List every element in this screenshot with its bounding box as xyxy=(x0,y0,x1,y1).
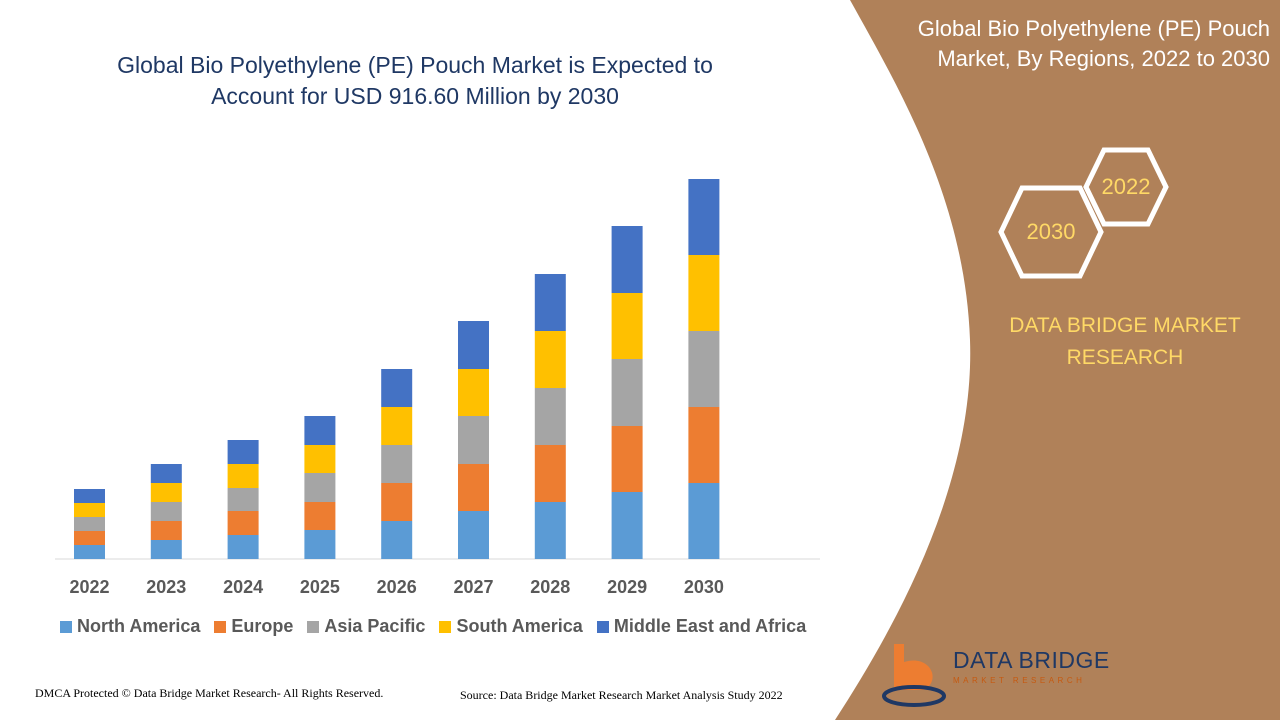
bar-segment-2027-asia-pacific xyxy=(458,416,489,464)
bar-segment-2030-europe xyxy=(688,407,720,483)
bar-segment-2023-middle-east-and-africa xyxy=(150,464,182,483)
x-tick-label: 2022 xyxy=(69,577,109,597)
legend-label: Asia Pacific xyxy=(324,616,426,636)
chart-title: Global Bio Polyethylene (PE) Pouch Marke… xyxy=(60,50,770,112)
bar-segment-2026-europe xyxy=(381,483,413,521)
bar-segment-2022-north-america xyxy=(74,545,105,559)
bar-segment-2028-south-america xyxy=(534,331,566,388)
bar-segment-2027-middle-east-and-africa xyxy=(458,321,489,369)
bar-segment-2022-europe xyxy=(74,531,105,545)
bar-segment-2029-asia-pacific xyxy=(611,359,643,426)
bars-group xyxy=(74,179,720,559)
bar-segment-2030-asia-pacific xyxy=(688,331,720,407)
bar-segment-2029-south-america xyxy=(611,293,643,359)
legend-label: North America xyxy=(77,616,201,636)
x-tick-label: 2025 xyxy=(300,577,340,597)
side-panel-title-line1: Global Bio Polyethylene (PE) Pouch xyxy=(917,16,1270,41)
x-tick-label: 2029 xyxy=(607,577,647,597)
bar-segment-2026-middle-east-and-africa xyxy=(381,369,413,407)
legend-swatch xyxy=(214,620,227,633)
bar-segment-2022-middle-east-and-africa xyxy=(74,489,105,503)
bar-segment-2028-europe xyxy=(534,445,566,502)
copyright-text: DMCA Protected © Data Bridge Market Rese… xyxy=(35,686,384,700)
legend-swatch xyxy=(307,620,320,633)
legend-item-asia-pacific: Asia Pacific xyxy=(307,616,425,637)
legend: North America Europe Asia Pacific South … xyxy=(60,616,806,637)
logo-name: DATA BRIDGE xyxy=(953,647,1110,673)
legend-swatch xyxy=(596,620,609,633)
logo-tagline: MARKET RESEARCH xyxy=(953,676,1086,685)
bar-segment-2026-asia-pacific xyxy=(381,445,413,483)
bar-segment-2025-asia-pacific xyxy=(304,473,336,502)
bar-segment-2026-south-america xyxy=(381,407,413,445)
bar-segment-2025-europe xyxy=(304,502,336,530)
bar-segment-2028-asia-pacific xyxy=(534,388,566,445)
bar-segment-2022-asia-pacific xyxy=(74,517,105,531)
bar-segment-2024-europe xyxy=(227,511,259,535)
side-panel-title-line2: Market, By Regions, 2022 to 2030 xyxy=(937,46,1270,71)
hex-label-start: 2022 xyxy=(1101,174,1151,199)
x-tick-label: 2028 xyxy=(530,577,570,597)
bar-segment-2028-middle-east-and-africa xyxy=(534,274,566,331)
bar-segment-2026-north-america xyxy=(381,521,413,559)
bar-segment-2029-middle-east-and-africa xyxy=(611,226,643,293)
bar-segment-2029-europe xyxy=(611,426,643,492)
bar-segment-2025-south-america xyxy=(304,445,336,473)
bar-segment-2023-asia-pacific xyxy=(150,502,182,521)
brand-text-line1: DATA BRIDGE MARKET xyxy=(1009,314,1241,337)
legend-swatch xyxy=(60,620,72,633)
hexagon-2022-icon xyxy=(1083,147,1169,227)
bar-segment-2028-north-america xyxy=(534,502,566,559)
bar-segment-2024-south-america xyxy=(227,464,259,488)
bar-segment-2022-south-america xyxy=(74,503,105,517)
legend-swatch xyxy=(439,620,452,633)
bar-segment-2023-south-america xyxy=(150,483,182,502)
legend-item-south-america: South America xyxy=(439,616,583,637)
legend-item-middle-east-africa: Middle East and Africa xyxy=(596,616,807,637)
x-tick-label: 2023 xyxy=(146,577,186,597)
brand-text-line2: RESEARCH xyxy=(1066,346,1184,369)
side-panel-title: Global Bio Polyethylene (PE) Pouch Marke… xyxy=(870,14,1270,74)
x-tick-label: 2024 xyxy=(223,577,263,597)
legend-label: Middle East and Africa xyxy=(613,616,807,636)
bar-segment-2023-north-america xyxy=(150,540,182,559)
bar-segment-2024-north-america xyxy=(227,535,259,559)
bar-segment-2023-europe xyxy=(150,521,182,540)
chart-title-line1: Global Bio Polyethylene (PE) Pouch Marke… xyxy=(117,52,713,78)
bar-segment-2024-middle-east-and-africa xyxy=(227,440,259,464)
bar-segment-2030-middle-east-and-africa xyxy=(688,179,720,255)
bar-segment-2025-middle-east-and-africa xyxy=(304,416,336,445)
brand-text: DATA BRIDGE MARKET RESEARCH xyxy=(980,310,1270,374)
x-tick-label: 2026 xyxy=(377,577,417,597)
x-tick-label: 2030 xyxy=(684,577,724,597)
hex-label-end: 2030 xyxy=(1026,219,1076,244)
x-tick-labels: 2022 2023 2024 2025 2026 2027 2028 2029 2030 xyxy=(69,577,723,597)
legend-item-north-america: North America xyxy=(60,616,200,637)
hexagon-2030-icon xyxy=(998,185,1104,279)
data-bridge-logo-icon xyxy=(882,644,946,707)
bar-segment-2027-south-america xyxy=(458,369,489,416)
chart-title-line2: Account for USD 916.60 Million by 2030 xyxy=(211,83,619,109)
bar-segment-2029-north-america xyxy=(611,492,643,559)
legend-item-europe: Europe xyxy=(214,616,293,637)
bar-segment-2027-north-america xyxy=(458,511,489,559)
bar-segment-2030-north-america xyxy=(688,483,720,559)
bar-segment-2030-south-america xyxy=(688,255,720,331)
bar-segment-2025-north-america xyxy=(304,530,336,559)
bar-segment-2027-europe xyxy=(458,464,489,511)
source-text: Source: Data Bridge Market Research Mark… xyxy=(460,688,783,702)
side-panel xyxy=(835,0,1280,720)
x-tick-label: 2027 xyxy=(453,577,493,597)
bar-segment-2024-asia-pacific xyxy=(227,488,259,511)
legend-label: South America xyxy=(456,616,583,636)
legend-label: Europe xyxy=(231,616,294,636)
